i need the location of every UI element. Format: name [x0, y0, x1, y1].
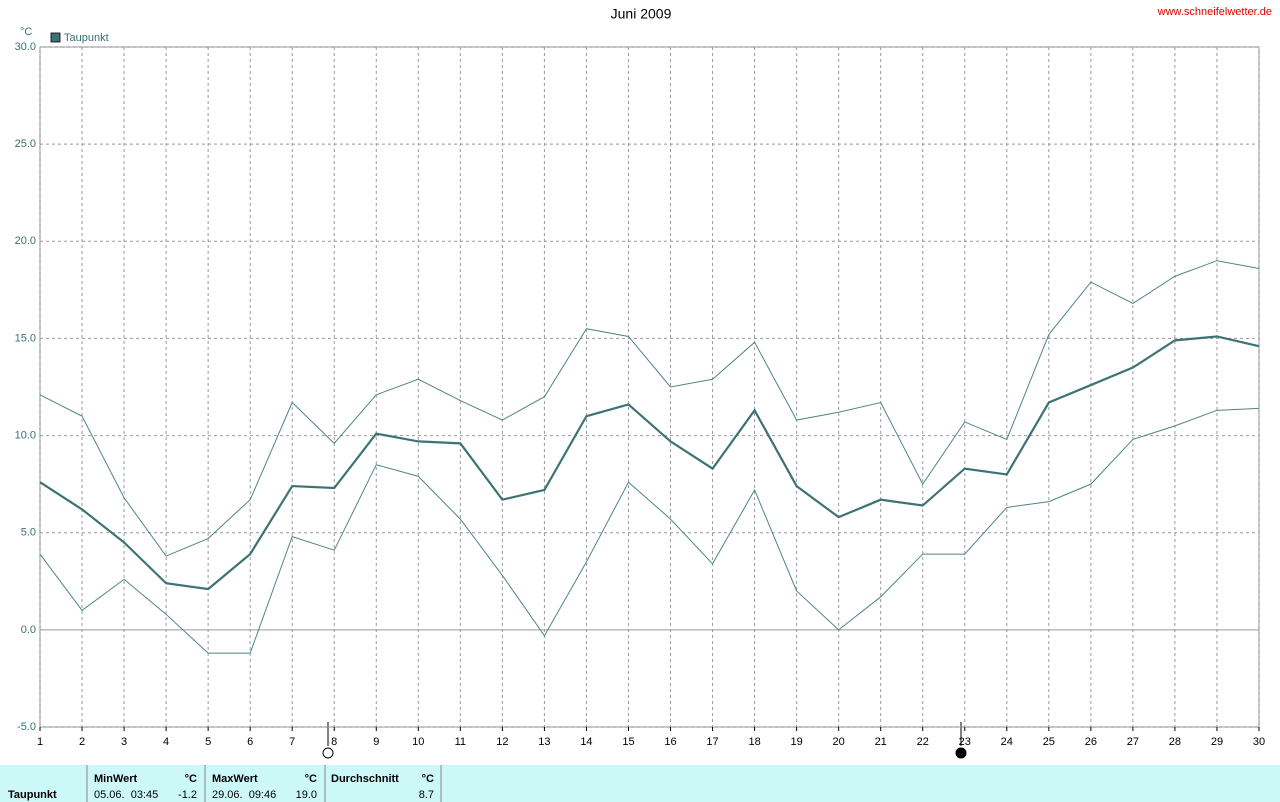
stats-time: 29.06. 09:46: [212, 789, 276, 801]
x-tick-label: 4: [163, 736, 169, 748]
series-line: [39, 335, 1260, 591]
stats-value: 19.0: [296, 789, 317, 801]
y-tick-label: 25.0: [15, 138, 36, 150]
chart-title: Juni 2009: [611, 6, 672, 22]
legend-swatch: [50, 32, 61, 43]
stats-header: Durchschnitt: [331, 773, 399, 785]
y-tick-label: 15.0: [15, 332, 36, 344]
x-tick-label: 14: [580, 736, 592, 748]
x-tick-label: 15: [622, 736, 634, 748]
x-tick-label: 23: [959, 736, 971, 748]
y-tick-label: 5.0: [21, 527, 36, 539]
y-tick-label: 30.0: [15, 41, 36, 53]
x-tick-label: 20: [833, 736, 845, 748]
stats-unit: °C: [305, 773, 317, 785]
x-tick-label: 22: [917, 736, 929, 748]
y-tick-label: 10.0: [15, 429, 36, 441]
x-tick-label: 18: [748, 736, 760, 748]
stats-unit: °C: [422, 773, 434, 785]
x-tick-label: 2: [79, 736, 85, 748]
x-tick-label: 24: [1001, 736, 1013, 748]
x-tick-label: 16: [664, 736, 676, 748]
x-tick-label: 26: [1085, 736, 1097, 748]
legend-label: Taupunkt: [64, 32, 109, 44]
y-tick-label: 20.0: [15, 235, 36, 247]
x-tick-label: 11: [455, 736, 466, 748]
x-tick-label: 28: [1169, 736, 1181, 748]
x-tick-label: 3: [121, 736, 127, 748]
stats-unit: °C: [185, 773, 197, 785]
source: www.schneifelwetter.de: [1157, 6, 1272, 18]
x-tick-label: 8: [331, 736, 337, 748]
moon-new: [322, 747, 334, 759]
x-tick-label: 13: [538, 736, 550, 748]
stats-row-label: Taupunkt: [8, 789, 57, 801]
x-tick-label: 17: [706, 736, 718, 748]
stats-header: MinWert: [94, 773, 138, 785]
x-tick-label: 6: [247, 736, 253, 748]
stats-value: -1.2: [178, 789, 197, 801]
stats-header: MaxWert: [212, 773, 258, 785]
x-tick-label: 9: [373, 736, 379, 748]
x-tick-label: 1: [37, 736, 43, 748]
x-tick-label: 7: [289, 736, 295, 748]
x-tick-label: 10: [412, 736, 424, 748]
series-line: [39, 407, 1260, 654]
x-tick-label: 25: [1043, 736, 1055, 748]
y-unit: °C: [20, 26, 32, 38]
y-tick-label: -5.0: [17, 721, 36, 733]
x-tick-label: 12: [496, 736, 508, 748]
moon-full: [955, 747, 967, 759]
stats-time: 05.06. 03:45: [94, 789, 158, 801]
x-tick-label: 21: [875, 736, 887, 748]
x-tick-label: 29: [1211, 736, 1223, 748]
y-tick-label: 0.0: [21, 624, 36, 636]
plot-frame: [39, 46, 1260, 728]
x-tick-label: 5: [205, 736, 211, 748]
stats-background: [0, 765, 1280, 802]
x-tick-label: 27: [1127, 736, 1139, 748]
stats-value: 8.7: [419, 789, 434, 801]
x-tick-label: 30: [1253, 736, 1265, 748]
x-tick-label: 19: [790, 736, 802, 748]
series-line: [39, 260, 1260, 557]
